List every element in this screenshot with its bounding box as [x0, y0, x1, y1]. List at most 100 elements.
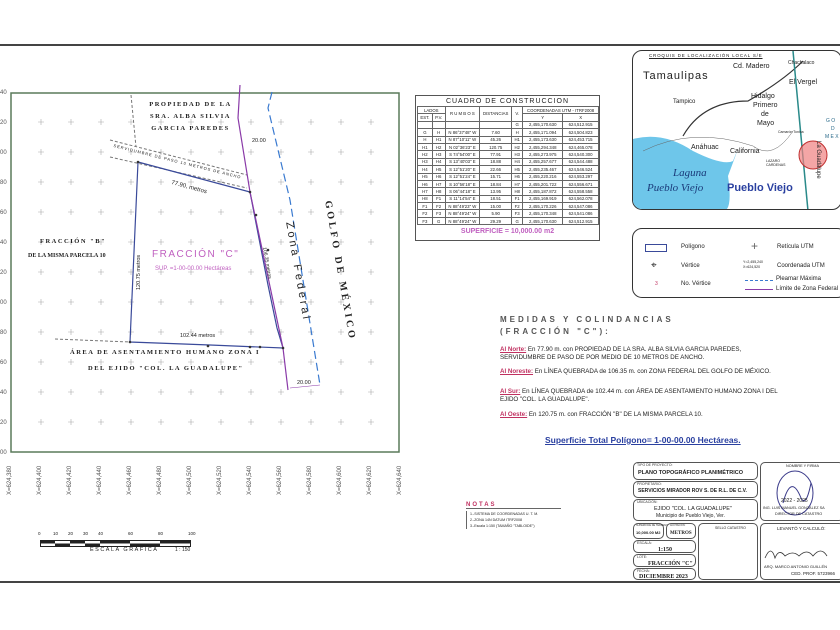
grid-cross [368, 149, 374, 155]
cell-rumbo: S 74°54'00" E [444, 150, 481, 159]
label-zf-width-top: 20.00 [252, 138, 266, 144]
table-row: H H1 N 87°10'11" W 45.26 H1 2,455,173.630 624,… [417, 135, 599, 144]
cell-y: 2,455,173.630 [522, 135, 564, 144]
grid-cross [338, 239, 344, 245]
cell-v: H4 [511, 157, 524, 167]
grid-cross [38, 179, 44, 185]
cell-est: G [417, 128, 433, 137]
grid-cross [128, 209, 134, 215]
grid-cross [368, 419, 374, 425]
map-title: CROQUIS DE LOCALIZACIÓN LOCAL S/E [649, 53, 763, 58]
col-pv: P.V. [431, 113, 446, 122]
grid-cross [158, 149, 164, 155]
col-x: X [562, 113, 599, 122]
label-fraccion-b: FRACCIÓN "B" [40, 238, 107, 245]
grid-cross [218, 269, 224, 275]
map-label: Laguna [673, 167, 707, 179]
utm-grid [38, 119, 374, 425]
grid-cross [98, 389, 104, 395]
tb-lote: LOTE: FRACCIÓN "C" [633, 554, 696, 567]
vertices [128, 160, 285, 350]
col-distancias: DISTANCIAS [479, 106, 513, 122]
legend-label: Límite de Zona Federal [776, 286, 839, 292]
y-tick-label: 00 [0, 450, 7, 456]
tb-propietario: PROPIETARIO: SERVICIOS MIRADOR ROV S. DE … [633, 481, 758, 498]
survey-plan: 40 20 00 80 60 40 20 00 80 60 40 20 00 X=624,380 X=62… [0, 84, 420, 505]
cell-y: 2,455,273.975 [522, 150, 564, 159]
cell-x: 624,553.297 [562, 172, 599, 181]
table-row: F3 G N 88°49'24" W 29.29 G 2,455,170.630 624,5… [417, 216, 599, 226]
grid-cross [98, 419, 104, 425]
grid-cross [368, 269, 374, 275]
tb-superficie: SUPERFICIE DE TERRENO: 10,000.00 M2 [633, 523, 669, 539]
tb-sello: SELLO CATASTRO [698, 523, 758, 580]
grid-cross [68, 149, 74, 155]
cell-dist: 15.00 [479, 202, 513, 211]
fecha-value: DICIEMBRE 2023 [639, 574, 688, 580]
grid-cross [128, 359, 134, 365]
grid-cross [128, 389, 134, 395]
map-label: Pueblo Viejo [647, 182, 704, 194]
x-tick-label: X=624,460 [127, 465, 133, 495]
cell-x: 624,453.715 [562, 135, 599, 144]
table-row: F2 F3 N 88°49'24" W 5.90 F3 2,455,170.348 624,… [417, 209, 599, 218]
grid-cross [128, 119, 134, 125]
cell-y: 2,455,201.722 [522, 179, 564, 189]
grid-cross [38, 269, 44, 275]
cell-est: H6 [417, 179, 433, 189]
x-tick-label: X=624,520 [217, 465, 223, 495]
col-y: Y [522, 113, 564, 122]
grid-cross [68, 119, 74, 125]
map-label: Primero [753, 102, 778, 109]
map-label: Cd. Madero [733, 63, 770, 70]
map-label: Camarón Tonina [778, 130, 804, 134]
x-tick-label: X=624,400 [37, 465, 43, 495]
grid-cross [308, 359, 314, 365]
grid-cross [308, 419, 314, 425]
cell-y: 2,455,235.467 [522, 165, 564, 174]
tb-unidades: ACOTACIÓN: METROS [666, 523, 696, 539]
legend-label: Pleamar Máxima [776, 276, 822, 282]
label-area-ejido: DEL EJIDO "COL. LA GUADALUPE" [88, 365, 244, 372]
label-fraccion-c: FRACCIÓN "C" [152, 249, 240, 260]
caption: ACOTACIÓN: [670, 524, 686, 527]
pleamar-swatch [745, 280, 773, 281]
scale-tick-label: 10 [53, 531, 59, 536]
scale-title: ESCALA GRÁFICA [90, 547, 159, 553]
cell-pv: H6 [431, 172, 446, 181]
cell-rumbo: N 87°10'11" W [444, 135, 481, 144]
grid-cross [38, 359, 44, 365]
caption: LOTE: [637, 555, 648, 559]
cell-est: H1 [417, 142, 433, 152]
scale-tick-label: 20 [68, 531, 74, 536]
propiedad-line: PROPIEDAD DE LA [149, 101, 232, 108]
cell-pv: F3 [431, 209, 446, 218]
grid-cross [308, 239, 314, 245]
grid-cross [38, 419, 44, 425]
cell-dist: 29.29 [479, 216, 513, 226]
grid-cross [158, 179, 164, 185]
scale-tick-label: 30 [83, 531, 89, 536]
cell-y: 2,455,169.919 [522, 194, 564, 204]
grid-cross [188, 209, 194, 215]
sheet-bottom-border [0, 581, 840, 583]
grid-cross [308, 179, 314, 185]
table-row: H8 F1 S 11°14'54" E 18.51 F1 2,455,169.919 624… [417, 194, 599, 204]
firma-years: 2022 - 2025 [781, 498, 808, 504]
cell-v: H5 [511, 165, 524, 174]
scale-tick-label: 40 [98, 531, 104, 536]
grid-cross [128, 179, 134, 185]
cell-y: 2,455,170.226 [522, 202, 564, 211]
note-item: 2.-ZONA 14N DATUM ITRF2008 [470, 518, 523, 522]
y-tick-label: 20 [0, 120, 7, 126]
grid-cross [188, 389, 194, 395]
x-tick-label: X=624,440 [97, 465, 103, 495]
grid-cross [308, 299, 314, 305]
grid-cross [368, 389, 374, 395]
table-row: H2 H3 S 74°54'00" E 77.91 H3 2,455,273.975 624… [417, 150, 599, 159]
x-tick-label: X=624,380 [7, 465, 13, 495]
legend-label: Retícula UTM [777, 244, 814, 250]
cuadro-superficie: SUPERFICIE = 10,000.00 m2 [460, 228, 555, 236]
cell-v: F1 [511, 194, 524, 204]
